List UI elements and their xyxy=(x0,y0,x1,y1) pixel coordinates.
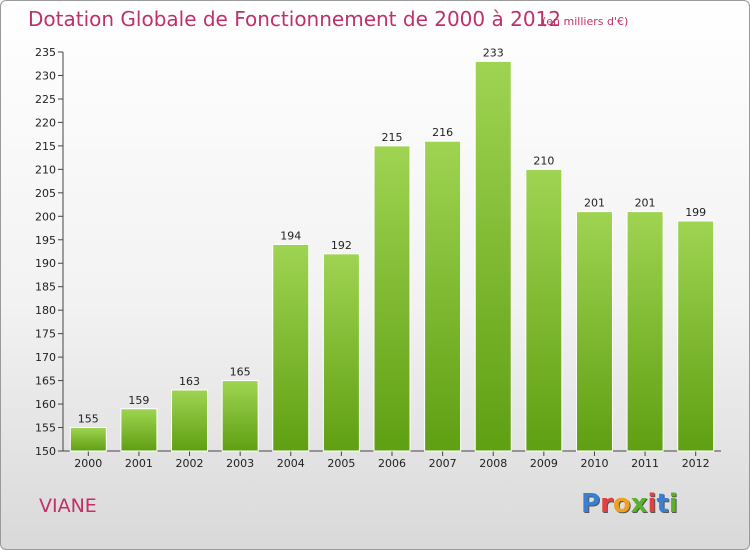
value-label-2005: 192 xyxy=(331,239,352,252)
x-tick-label-2008: 2008 xyxy=(479,457,507,470)
bar-2010 xyxy=(575,211,613,452)
y-tick-label: 190 xyxy=(35,257,56,270)
x-tick-label-2005: 2005 xyxy=(327,457,355,470)
logo-letter: x xyxy=(630,489,648,519)
value-label-2007: 216 xyxy=(432,126,453,139)
logo-letter: i xyxy=(668,489,678,519)
x-tick-label-2002: 2002 xyxy=(176,457,204,470)
x-tick-label-2012: 2012 xyxy=(682,457,710,470)
y-tick-label: 160 xyxy=(35,398,56,411)
bar-2008 xyxy=(474,60,512,452)
bar-2000 xyxy=(69,427,107,452)
bar-2011 xyxy=(626,211,664,452)
bar-2001 xyxy=(120,408,158,452)
bar-2012 xyxy=(677,220,715,452)
value-label-2001: 159 xyxy=(128,394,149,407)
y-tick-label: 150 xyxy=(35,445,56,458)
x-tick-label-2009: 2009 xyxy=(530,457,558,470)
y-tick-label: 175 xyxy=(35,328,56,341)
value-label-2011: 201 xyxy=(635,197,656,210)
logo-letter: P xyxy=(581,489,601,519)
y-tick-label: 205 xyxy=(35,187,56,200)
x-tick-label-2004: 2004 xyxy=(277,457,305,470)
x-tick-label-2006: 2006 xyxy=(378,457,406,470)
logo-letter: t xyxy=(656,489,669,519)
y-tick-label: 215 xyxy=(35,140,56,153)
value-label-2003: 165 xyxy=(230,366,251,379)
chart-subtitle: (en milliers d'€) xyxy=(542,15,629,28)
value-label-2010: 201 xyxy=(584,197,605,210)
y-tick-label: 180 xyxy=(35,304,56,317)
chart-title: Dotation Globale de Fonctionnement de 20… xyxy=(28,7,561,31)
y-tick-label: 235 xyxy=(35,46,56,59)
chart-axes: 150 155 160 165 170 175 180 185 190 195 200 205 210 2… xyxy=(35,46,721,470)
bar-2006 xyxy=(373,145,411,452)
logo-letter: i xyxy=(647,489,657,519)
value-label-2000: 155 xyxy=(78,413,99,426)
bar-2002 xyxy=(171,389,209,452)
value-label-2009: 210 xyxy=(533,154,554,167)
y-tick-label: 155 xyxy=(35,422,56,435)
value-label-2006: 215 xyxy=(382,131,403,144)
bar-2009 xyxy=(525,168,563,452)
bar-2007 xyxy=(424,140,462,452)
y-tick-label: 195 xyxy=(35,234,56,247)
bar-2003 xyxy=(221,380,259,452)
value-label-2004: 194 xyxy=(280,229,301,242)
y-tick-label: 225 xyxy=(35,93,56,106)
logo-letter: o xyxy=(612,489,631,519)
proxiti-logo: Proxiti xyxy=(581,489,678,519)
y-tick-label: 165 xyxy=(35,375,56,388)
x-tick-label-2000: 2000 xyxy=(74,457,102,470)
value-label-2008: 233 xyxy=(483,46,504,59)
bar-2005 xyxy=(322,253,360,452)
y-tick-label: 200 xyxy=(35,210,56,223)
commune-name: VIANE xyxy=(39,495,97,517)
x-tick-label-2010: 2010 xyxy=(580,457,608,470)
y-tick-label: 185 xyxy=(35,281,56,294)
y-tick-label: 220 xyxy=(35,116,56,129)
x-tick-label-2001: 2001 xyxy=(125,457,153,470)
value-label-2002: 163 xyxy=(179,375,200,388)
value-label-2012: 199 xyxy=(685,206,706,219)
y-tick-label: 230 xyxy=(35,69,56,82)
x-tick-label-2003: 2003 xyxy=(226,457,254,470)
x-tick-label-2007: 2007 xyxy=(429,457,457,470)
y-tick-label: 210 xyxy=(35,163,56,176)
logo-letter: r xyxy=(600,489,613,519)
x-tick-label-2011: 2011 xyxy=(631,457,659,470)
y-tick-label: 170 xyxy=(35,351,56,364)
bar-group: 155 159 163 165 194 192 215 216 233 210 201 201 199 xyxy=(69,46,715,452)
bar-2004 xyxy=(272,243,310,452)
